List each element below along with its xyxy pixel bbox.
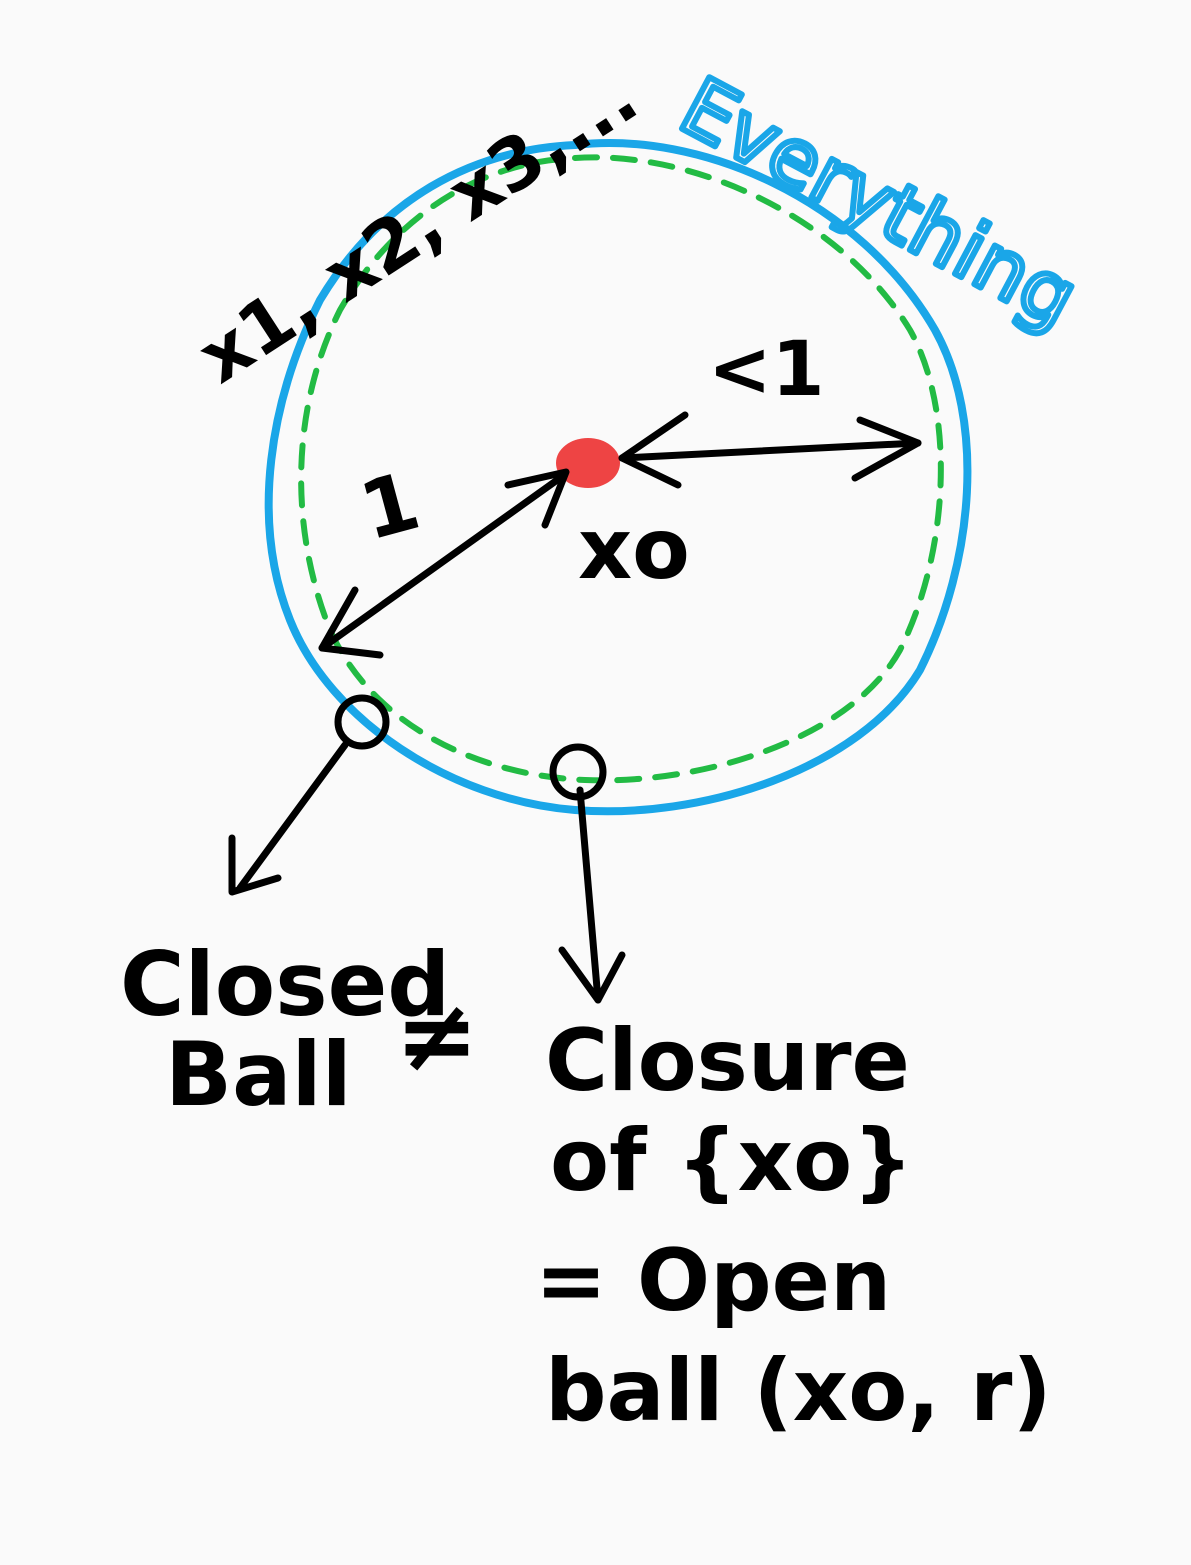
center-label: xo [578,500,690,598]
sequence-label: x1, x2, x3,... [184,54,652,399]
radius-one-arrow-to-edge [318,474,564,652]
radius-one-label: 1 [351,454,429,558]
closed-ball-label-line1: Closed [120,933,450,1036]
not-equal-symbol: ≠ [395,977,479,1094]
radius-less-than-one-arrowhead-right [851,416,922,482]
closure-pointer-arrowhead [558,946,626,1004]
radius-less-than-one-label: <1 [708,324,825,413]
closed-ball-pointer-line [236,741,349,892]
hollow-circle-icon [334,694,390,750]
closure-label-line1: Closure [545,1011,910,1111]
radius-one-arrowhead-edge [318,586,384,659]
closure-label-line3: = Open [535,1231,891,1331]
radius-less-than-one-arrow [618,439,922,462]
closure-label-line2: of {xo} [550,1111,913,1211]
closure-pointer-line [576,786,602,1004]
closure-label-line4: ball (xo, r) [545,1341,1052,1441]
center-point [556,438,620,488]
closed-ball-pointer-arrowhead [228,834,282,896]
radius-less-than-one-arrowhead-left [618,411,689,489]
radius-one-arrowhead-center [504,468,570,529]
closed-ball-label-line2: Ball [165,1023,352,1126]
everything-circle [264,138,972,816]
everything-label: Everything [666,60,1092,345]
